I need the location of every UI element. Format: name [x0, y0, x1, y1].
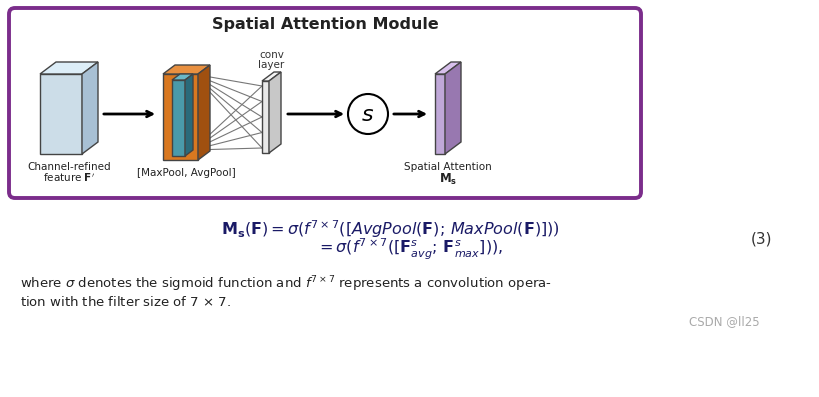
Text: where $\sigma$ denotes the sigmoid function and $f^{7\times7}$ represents a conv: where $\sigma$ denotes the sigmoid funct… [20, 274, 551, 294]
Polygon shape [434, 74, 445, 154]
Polygon shape [445, 62, 460, 154]
Text: $\mathbf{M_s}(\mathbf{F}) = \sigma(f^{7\times7}([AvgPool(\mathbf{F});\,MaxPool(\: $\mathbf{M_s}(\mathbf{F}) = \sigma(f^{7\… [220, 218, 559, 240]
Polygon shape [172, 74, 192, 80]
Polygon shape [434, 62, 460, 74]
Polygon shape [82, 62, 98, 154]
Text: conv: conv [259, 50, 283, 60]
Text: tion with the filter size of 7 $\times$ 7.: tion with the filter size of 7 $\times$ … [20, 295, 231, 309]
Text: $\mathbf{M_s}$: $\mathbf{M_s}$ [438, 172, 456, 187]
Polygon shape [269, 72, 281, 153]
Polygon shape [262, 81, 269, 153]
Polygon shape [262, 72, 281, 81]
Text: layer: layer [258, 60, 284, 70]
Text: $= \sigma(f^{7\times7}([\mathbf{F}^s_{avg};\,\mathbf{F}^s_{max}])),$: $= \sigma(f^{7\times7}([\mathbf{F}^s_{av… [316, 237, 503, 262]
Polygon shape [172, 80, 185, 156]
Text: Spatial Attention: Spatial Attention [404, 162, 491, 172]
Text: Spatial Attention Module: Spatial Attention Module [211, 17, 438, 31]
Text: (3): (3) [750, 231, 771, 247]
FancyBboxPatch shape [9, 8, 640, 198]
Polygon shape [163, 65, 210, 74]
Polygon shape [163, 74, 197, 160]
Polygon shape [197, 65, 210, 160]
Polygon shape [185, 74, 192, 156]
Polygon shape [40, 62, 98, 74]
Circle shape [347, 94, 387, 134]
Text: CSDN @ll25: CSDN @ll25 [689, 316, 759, 328]
Text: $\mathit{s}$: $\mathit{s}$ [361, 104, 374, 126]
Text: Channel-refined: Channel-refined [27, 162, 111, 172]
Text: [MaxPool, AvgPool]: [MaxPool, AvgPool] [137, 168, 236, 178]
Text: feature $\mathbf{F^{\prime}}$: feature $\mathbf{F^{\prime}}$ [43, 172, 95, 184]
Polygon shape [40, 74, 82, 154]
